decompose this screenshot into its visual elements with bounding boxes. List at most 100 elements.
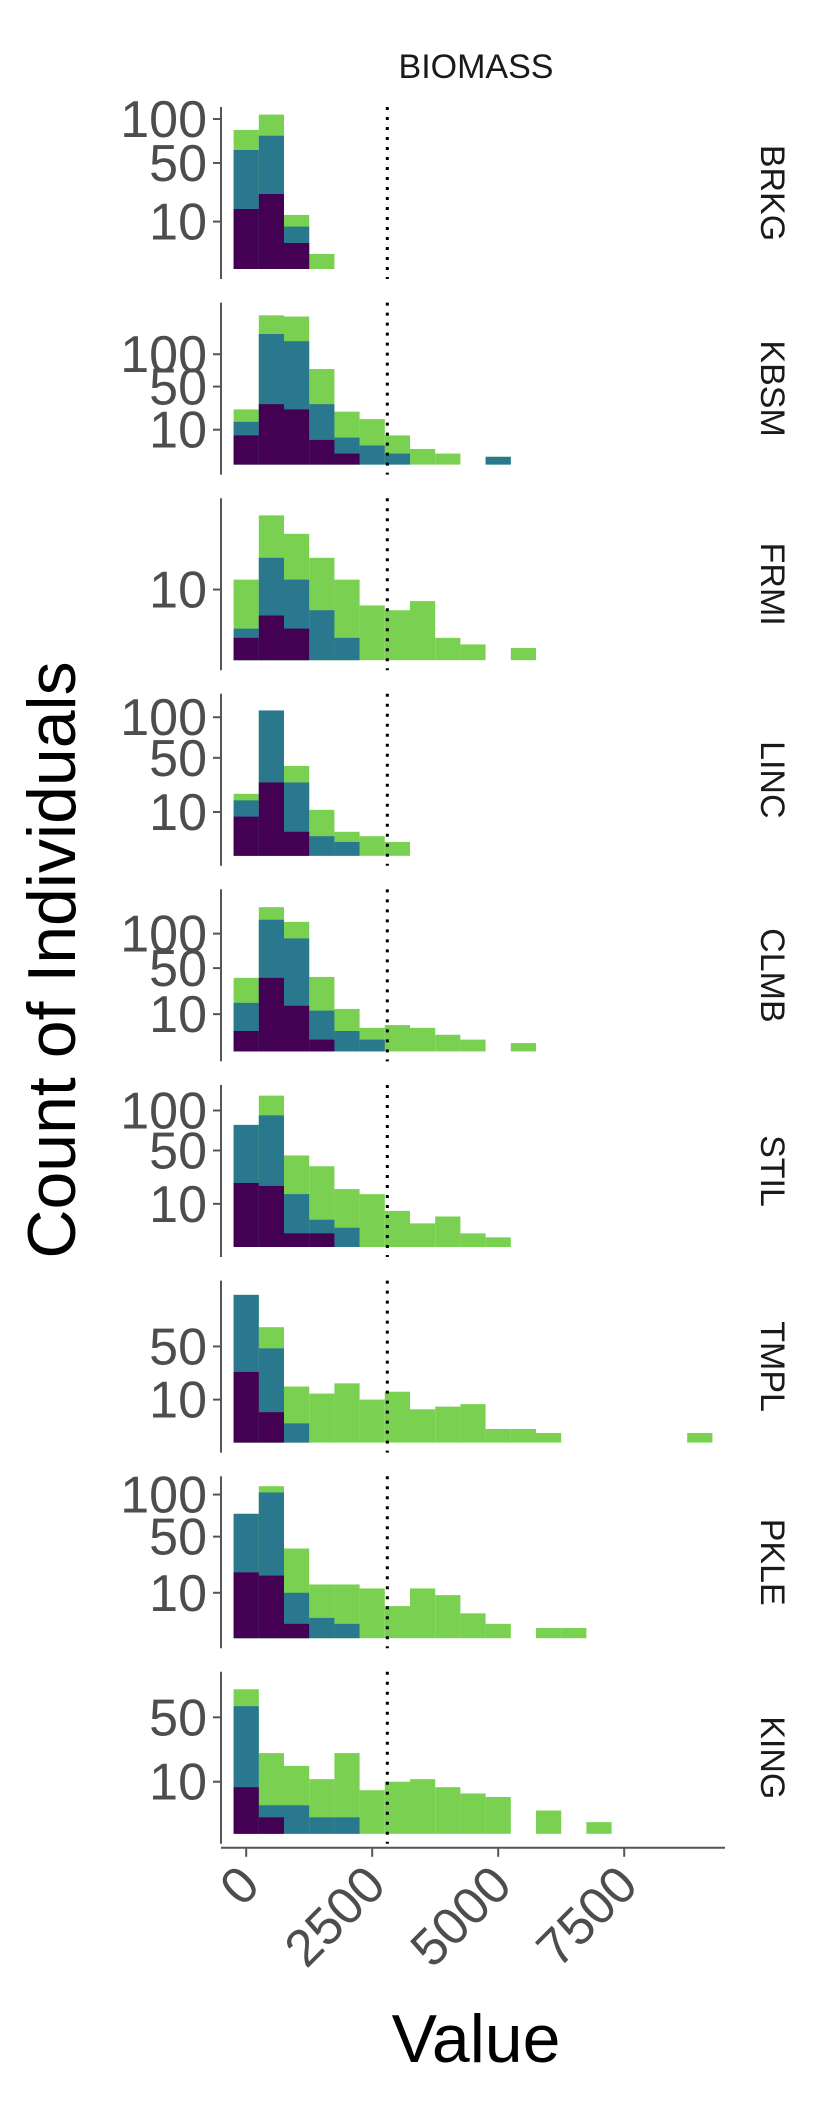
bar-lower-pkle-1 — [258, 1575, 284, 1639]
y-tick-label: 10 — [149, 402, 207, 460]
bar-middle-kbsm-5 — [359, 445, 385, 465]
bar-upper-king-8 — [435, 1787, 461, 1834]
bar-lower-tmpl-1 — [258, 1412, 284, 1443]
bar-upper-clmb-10 — [510, 1043, 536, 1052]
bar-lower-frmi-0 — [233, 637, 259, 661]
y-tick-label: 10 — [149, 986, 207, 1044]
facet-label-frmi: FRMI — [753, 543, 791, 626]
bar-upper-pkle-9 — [460, 1613, 486, 1639]
y-tick-label: 10 — [149, 562, 207, 620]
bar-upper-king-12 — [586, 1822, 612, 1834]
bar-upper-pkle-12 — [561, 1628, 587, 1639]
y-tick-label: 10 — [149, 1754, 207, 1812]
bar-lower-clmb-2 — [284, 1005, 310, 1052]
bar-lower-king-1 — [258, 1817, 284, 1834]
bar-middle-pkle-3 — [309, 1617, 335, 1639]
bar-lower-kbsm-1 — [258, 404, 284, 465]
bar-lower-brkg-2 — [284, 243, 310, 269]
bar-middle-tmpl-2 — [284, 1423, 310, 1443]
bar-upper-stil-9 — [460, 1233, 486, 1247]
facet-label-brkg: BRKG — [753, 145, 791, 241]
bar-upper-frmi-10 — [510, 647, 536, 661]
y-tick-label: 10 — [149, 1372, 207, 1430]
bar-upper-stil-6 — [384, 1210, 410, 1247]
bar-upper-frmi-5 — [359, 605, 385, 661]
bar-upper-pkle-8 — [435, 1595, 461, 1639]
bar-upper-tmpl-6 — [384, 1391, 410, 1443]
bar-upper-tmpl-11 — [510, 1429, 536, 1443]
bar-upper-king-11 — [536, 1810, 562, 1834]
bar-upper-king-6 — [384, 1781, 410, 1834]
bar-middle-frmi-4 — [334, 637, 360, 661]
bar-upper-pkle-7 — [410, 1588, 436, 1639]
bar-lower-kbsm-3 — [309, 439, 335, 465]
bar-lower-frmi-1 — [258, 615, 284, 661]
bar-upper-stil-10 — [485, 1237, 511, 1247]
bar-lower-king-0 — [233, 1787, 259, 1834]
facet-label-stil: STIL — [753, 1135, 791, 1207]
y-tick-label: 10 — [149, 194, 207, 252]
bar-lower-pkle-0 — [233, 1572, 259, 1639]
bar-upper-stil-7 — [410, 1223, 436, 1247]
facet-label-linc: LINC — [753, 741, 791, 818]
y-tick-label: 50 — [149, 1689, 207, 1747]
bar-upper-kbsm-7 — [410, 448, 436, 465]
bar-middle-king-2 — [284, 1805, 310, 1834]
y-tick-label: 10 — [149, 784, 207, 842]
bar-middle-linc-3 — [309, 836, 335, 856]
y-tick-label: 50 — [149, 1122, 207, 1180]
bar-upper-king-10 — [485, 1796, 511, 1834]
bar-upper-pkle-6 — [384, 1606, 410, 1639]
y-tick-label: 100 — [120, 906, 207, 964]
bar-upper-clmb-6 — [384, 1025, 410, 1052]
panel-king: 10 50 KING — [149, 1671, 791, 1844]
bar-upper-king-7 — [410, 1779, 436, 1834]
y-tick-label: 10 — [149, 1176, 207, 1234]
y-tick-label: 50 — [149, 135, 207, 193]
bar-lower-pkle-2 — [284, 1623, 310, 1639]
x-axis-title: Value — [392, 2001, 561, 2077]
bar-lower-brkg-0 — [233, 209, 259, 269]
bar-upper-tmpl-4 — [334, 1383, 360, 1443]
bar-upper-brkg-3 — [309, 254, 335, 269]
facet-label-king: KING — [753, 1716, 791, 1799]
bar-upper-king-5 — [359, 1790, 385, 1834]
bar-upper-frmi-8 — [435, 637, 461, 661]
bar-lower-stil-1 — [258, 1185, 284, 1247]
bar-upper-tmpl-12 — [536, 1432, 562, 1443]
facet-label-kbsm: KBSM — [753, 340, 791, 436]
bar-lower-stil-0 — [233, 1182, 259, 1247]
bar-upper-tmpl-7 — [410, 1409, 436, 1443]
bar-upper-pkle-11 — [536, 1628, 562, 1639]
y-tick-label: 50 — [149, 730, 207, 788]
bar-lower-stil-2 — [284, 1233, 310, 1247]
y-tick-label: 100 — [120, 1083, 207, 1141]
bar-upper-frmi-7 — [410, 601, 436, 661]
bar-upper-clmb-9 — [460, 1039, 486, 1052]
bar-upper-tmpl-9 — [460, 1404, 486, 1443]
bar-lower-stil-3 — [309, 1233, 335, 1247]
bar-upper-frmi-6 — [384, 610, 410, 661]
bar-middle-clmb-5 — [359, 1039, 385, 1052]
y-tick-label: 50 — [149, 1318, 207, 1376]
bar-middle-frmi-3 — [309, 610, 335, 661]
bar-lower-frmi-2 — [284, 628, 310, 661]
y-tick-label: 100 — [120, 91, 207, 149]
bar-lower-linc-1 — [258, 782, 284, 856]
bar-lower-kbsm-2 — [284, 409, 310, 465]
panel-frmi: 10 FRMI — [149, 498, 791, 671]
bar-upper-tmpl-8 — [435, 1406, 461, 1443]
y-tick-label: 100 — [120, 1467, 207, 1525]
bar-middle-kbsm-6 — [384, 453, 410, 465]
bar-upper-tmpl-10 — [485, 1429, 511, 1443]
bar-upper-tmpl-13 — [687, 1432, 713, 1443]
bar-middle-pkle-4 — [334, 1623, 360, 1639]
bar-middle-linc-4 — [334, 841, 360, 856]
